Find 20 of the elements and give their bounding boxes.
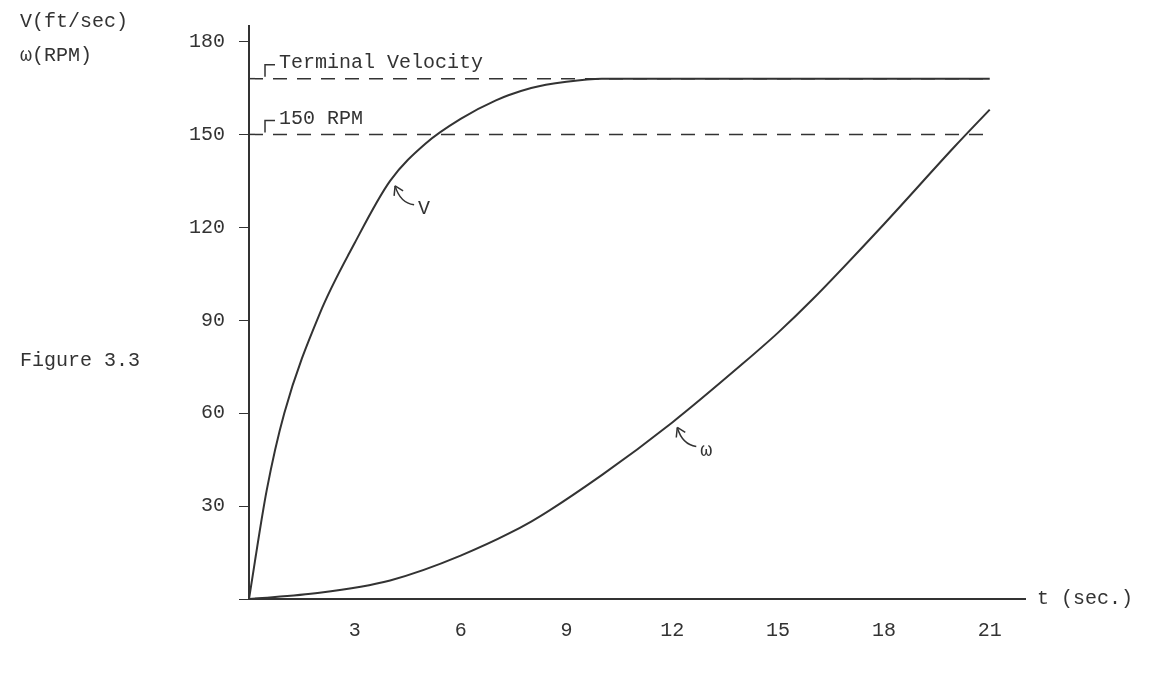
annotation: V <box>418 197 431 221</box>
x-tick-label: 15 <box>766 619 791 643</box>
y-tick-label: 180 <box>188 29 226 53</box>
y-axis-title: V(ft/sec) ω(RPM) <box>20 10 129 68</box>
x-tick-label: 9 <box>560 619 573 643</box>
y-tick-label: 120 <box>188 215 226 239</box>
y-tick-label: 60 <box>200 401 226 425</box>
x-tick-label: 21 <box>977 619 1002 643</box>
ref-line-label: 150 RPM <box>279 106 364 130</box>
caption: Figure 3.3 <box>20 348 141 372</box>
y-tick-label: 150 <box>188 122 226 146</box>
x-tick-label: 12 <box>660 619 685 643</box>
annotation: ω <box>700 438 713 462</box>
x-axis-title: t (sec.) <box>1037 587 1134 611</box>
x-tick-label: 6 <box>454 619 467 643</box>
y-tick-label: 90 <box>200 308 226 332</box>
x-tick-label: 18 <box>871 619 896 643</box>
y-tick-label: 30 <box>200 494 226 518</box>
ref-line-label: Terminal Velocity <box>279 50 484 74</box>
x-tick-label: 3 <box>348 619 361 643</box>
